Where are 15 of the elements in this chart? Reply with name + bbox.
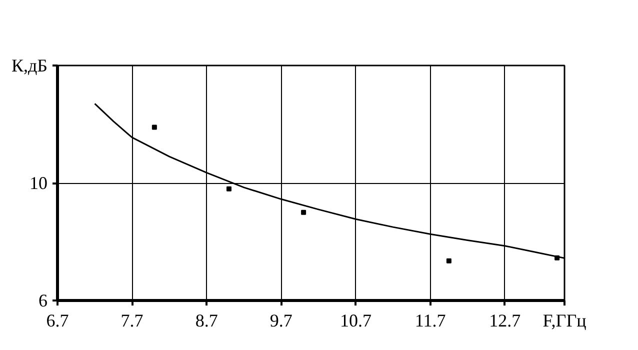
x-tick-label: 12.7 [489, 310, 521, 330]
x-tick-label: 10.7 [340, 310, 372, 330]
y-tick-label: 6 [38, 290, 48, 310]
x-tick-label: 6.7 [46, 310, 69, 330]
y-tick-label: 10 [30, 173, 48, 193]
point [301, 210, 306, 215]
x-tick-label: 11.7 [414, 310, 446, 330]
point [226, 186, 232, 192]
point [152, 124, 157, 130]
point [446, 258, 452, 264]
x-tick-label: 9.7 [270, 310, 292, 330]
y-axis-title: К,дБ [12, 56, 48, 76]
x-tick-label: 8.7 [195, 310, 218, 330]
x-axis-title: F,ГГц [542, 310, 587, 330]
x-tick-label: 7.7 [120, 310, 144, 330]
